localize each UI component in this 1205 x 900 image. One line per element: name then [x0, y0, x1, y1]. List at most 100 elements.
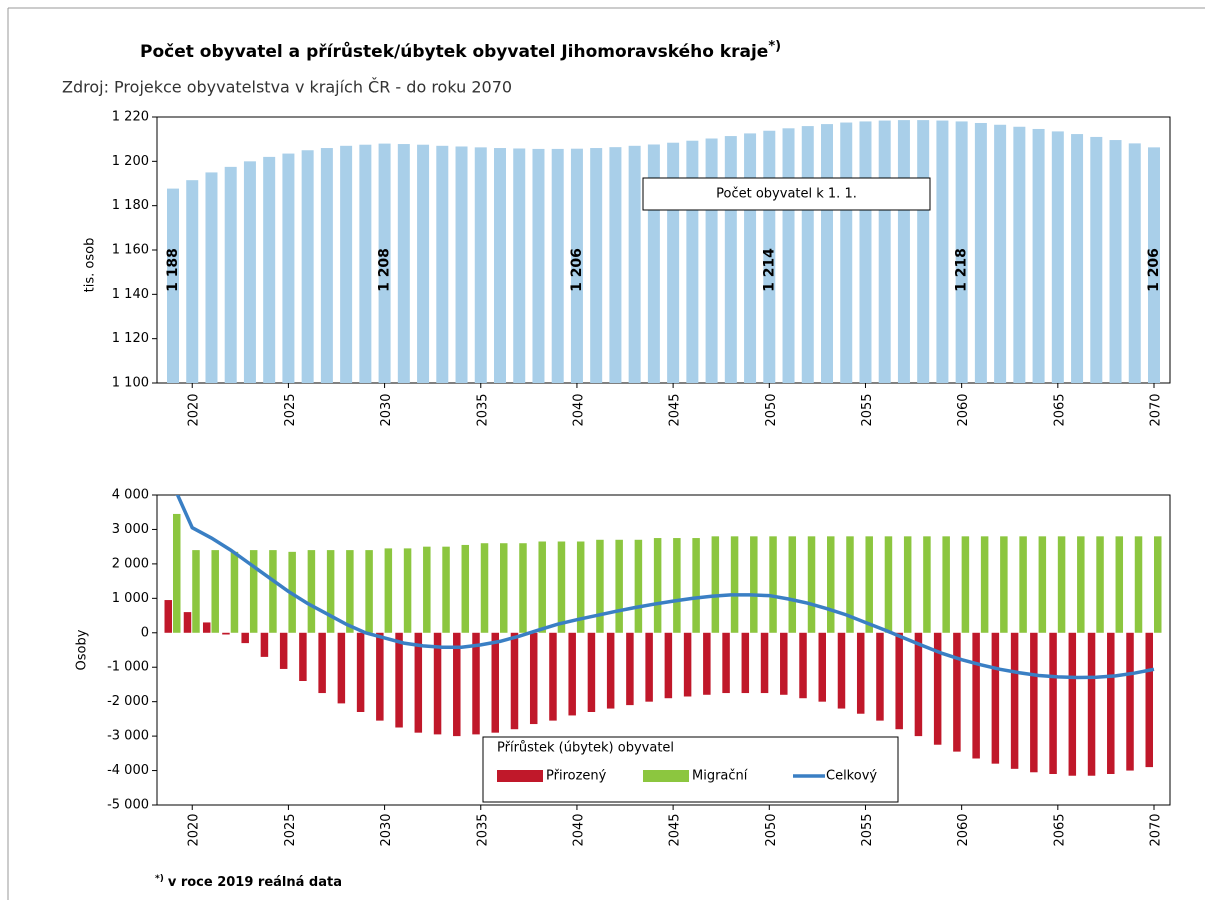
bar	[1000, 536, 1008, 633]
footnote-mark: *)	[155, 874, 164, 884]
bar	[260, 632, 269, 657]
bar	[897, 120, 910, 383]
legend-label: Počet obyvatel k 1. 1.	[716, 187, 857, 202]
bar	[744, 133, 757, 383]
bar	[224, 166, 237, 383]
bar	[923, 536, 931, 633]
plot-area	[156, 494, 1171, 806]
bar	[549, 632, 557, 721]
bar	[615, 539, 623, 633]
bar	[1049, 632, 1057, 774]
bar	[461, 544, 470, 633]
bar	[1109, 140, 1122, 383]
line	[175, 495, 1155, 680]
y-tick-label: 4 000	[112, 488, 149, 503]
bar	[683, 632, 692, 697]
bar	[801, 126, 814, 384]
bar	[840, 122, 853, 384]
bar	[538, 541, 546, 633]
data-label: 1 218	[954, 248, 970, 292]
bar	[510, 632, 519, 730]
bar	[1010, 632, 1019, 769]
bar	[955, 121, 968, 383]
bar	[686, 140, 699, 383]
x-tick-label: 2030	[379, 393, 394, 426]
bar	[436, 145, 449, 383]
bar	[769, 536, 777, 633]
bar	[837, 632, 846, 709]
bar	[1030, 632, 1038, 773]
bar	[249, 550, 258, 633]
x-tick-label: 2055	[860, 813, 875, 846]
bar	[1019, 536, 1027, 633]
bar	[1096, 536, 1104, 633]
bar	[1134, 536, 1143, 633]
bar	[1071, 134, 1084, 383]
bar	[846, 536, 854, 633]
bar	[164, 600, 172, 633]
bar	[590, 148, 603, 383]
bar	[279, 632, 288, 669]
bar	[634, 539, 643, 633]
bar	[455, 146, 468, 383]
bar	[1077, 536, 1085, 633]
y-axis-label: tis. osob	[83, 238, 98, 293]
bar	[722, 632, 730, 694]
x-tick-label: 2040	[571, 813, 586, 846]
bar	[167, 188, 179, 383]
bar	[1057, 536, 1066, 633]
bar	[1145, 632, 1153, 768]
bar	[320, 148, 333, 383]
bar	[703, 632, 711, 695]
bar	[1107, 632, 1115, 774]
y-tick-label: 1 160	[112, 243, 149, 258]
bar	[453, 632, 461, 737]
bar	[961, 536, 970, 633]
bar	[230, 551, 239, 633]
x-tick-label: 2065	[1052, 393, 1067, 426]
bar	[724, 136, 737, 383]
title-text: Počet obyvatel a přírůstek/úbytek obyvat…	[140, 40, 768, 62]
chart-title: Počet obyvatel a přírůstek/úbytek obyvat…	[140, 39, 781, 63]
bar	[494, 148, 506, 383]
bar	[269, 550, 277, 633]
x-tick-label: 2060	[956, 393, 971, 426]
bar	[980, 536, 989, 633]
bar	[876, 632, 884, 721]
data-label: 1 206	[1146, 248, 1162, 292]
bar	[1128, 143, 1141, 383]
bar	[991, 632, 1000, 764]
title-mark: *)	[768, 39, 781, 54]
bar	[222, 632, 230, 635]
y-tick-label: -4 000	[107, 763, 149, 778]
bar	[433, 632, 442, 735]
y-tick-label: -2 000	[107, 694, 149, 709]
bar	[513, 148, 526, 383]
bar	[1126, 632, 1134, 771]
bar	[628, 145, 641, 383]
bar	[711, 536, 720, 633]
bar	[474, 147, 487, 383]
bar	[807, 536, 816, 633]
bar	[1090, 136, 1103, 383]
bar	[205, 172, 218, 383]
x-tick-label: 2020	[187, 393, 202, 426]
bar	[878, 120, 891, 384]
bar	[933, 632, 942, 745]
x-tick-label: 2035	[475, 393, 490, 426]
x-tick-label: 2050	[764, 393, 779, 426]
x-tick-label: 2030	[379, 813, 394, 846]
bar	[318, 632, 326, 694]
legend-swatch	[643, 770, 689, 782]
bar	[365, 550, 373, 633]
x-tick-label: 2065	[1052, 813, 1067, 846]
bar	[263, 156, 276, 383]
x-tick-label: 2070	[1149, 393, 1164, 426]
x-tick-label: 2025	[283, 393, 298, 426]
bar	[827, 536, 835, 633]
bar	[403, 548, 412, 633]
x-tick-label: 2035	[475, 813, 490, 846]
legend-swatch	[497, 770, 543, 782]
bar	[750, 536, 758, 633]
